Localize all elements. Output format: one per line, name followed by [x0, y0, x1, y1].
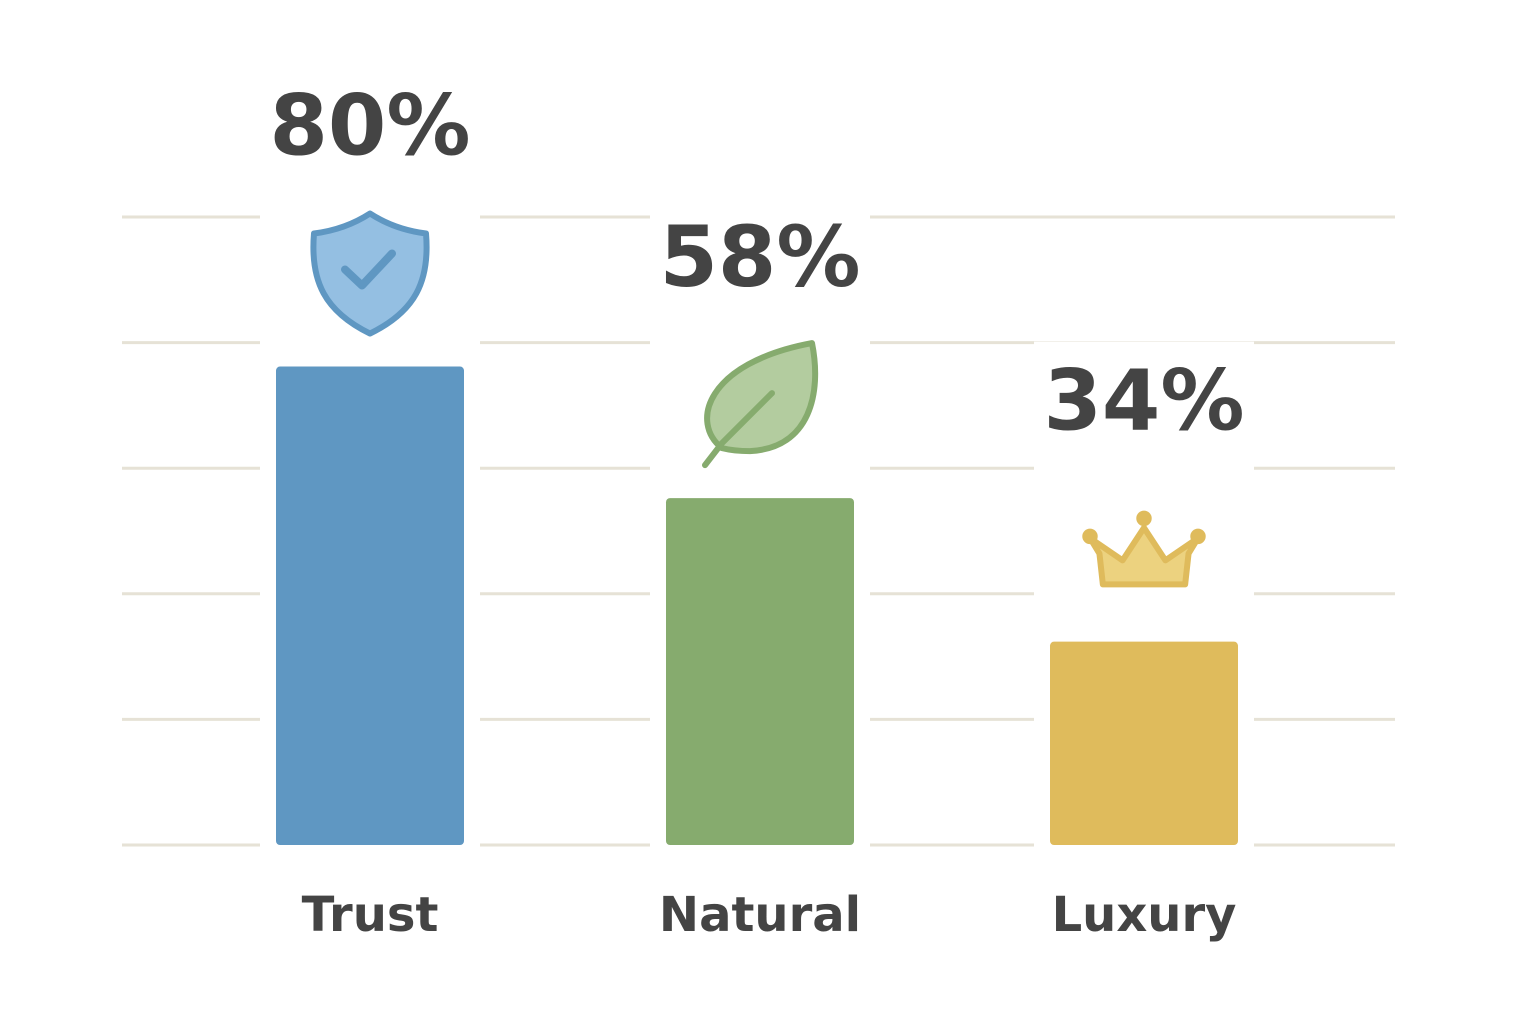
- value-label: 58%: [659, 208, 860, 306]
- x-tick-label: Natural: [659, 887, 861, 943]
- bar: [666, 498, 854, 845]
- x-tick-label: Luxury: [1052, 887, 1237, 943]
- value-label: 34%: [1043, 352, 1244, 450]
- x-tick-label: Trust: [302, 887, 439, 943]
- value-label: 80%: [269, 76, 470, 174]
- bar: [1050, 641, 1238, 845]
- bar: [276, 366, 464, 845]
